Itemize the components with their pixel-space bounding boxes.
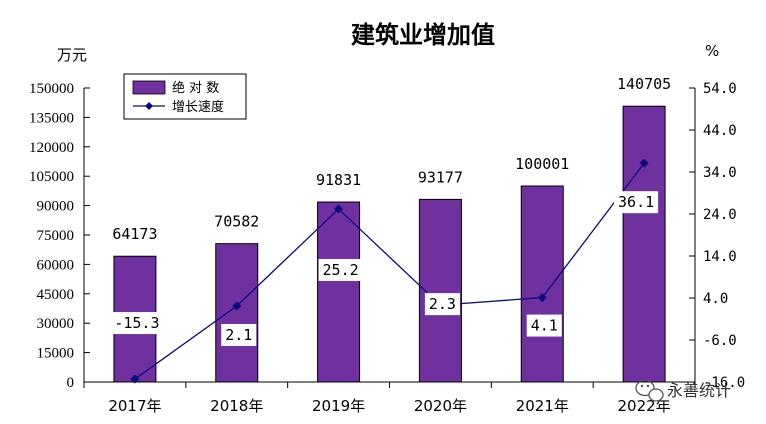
left-tick-label: 75000 <box>37 228 75 244</box>
bar-2020年 <box>418 198 462 383</box>
left-tick-label: 15000 <box>37 346 75 362</box>
right-tick-label: 44.0 <box>703 123 737 139</box>
right-tick-label: 4.0 <box>703 291 728 307</box>
legend-bar-swatch <box>132 80 166 95</box>
left-tick-label: 90000 <box>37 199 75 215</box>
bar-2022年 <box>622 105 666 383</box>
right-tick-label: -16.0 <box>703 375 745 391</box>
growth-label-bg <box>318 258 363 281</box>
left-tick-label: 135000 <box>29 110 74 126</box>
bar-2021年 <box>520 185 564 383</box>
x-tick-label: 2019年 <box>312 397 365 415</box>
right-tick-label: 24.0 <box>703 207 737 223</box>
growth-point-2022年 <box>639 158 649 168</box>
bar-value-label: 64173 <box>112 225 157 243</box>
right-axis-unit: % <box>705 42 719 60</box>
bars <box>113 105 666 383</box>
legend-bar-label: 绝 对 数 <box>172 80 219 96</box>
growth-line-path <box>134 162 645 380</box>
left-tick-label: 30000 <box>37 316 75 332</box>
legend-line-label: 增长速度 <box>172 99 224 115</box>
growth-value-label: 25.2 <box>323 261 359 279</box>
x-tick-label: 2020年 <box>414 397 467 415</box>
x-tick-label: 2021年 <box>516 397 569 415</box>
left-tick-label: 0 <box>67 375 75 391</box>
growth-label-bg <box>424 293 460 316</box>
left-tick-label: 45000 <box>37 287 75 303</box>
x-tick-label: 2022年 <box>617 397 670 415</box>
chart-title: 建筑业增加值 <box>351 21 495 49</box>
growth-value-label: 2.3 <box>429 295 456 313</box>
bar-2018年 <box>215 243 259 383</box>
bar-2019年 <box>317 201 361 383</box>
x-tick-label: 2017年 <box>108 397 161 415</box>
growth-label-bg <box>110 312 164 335</box>
growth-point-2018年 <box>232 301 242 311</box>
bar-value-label: 91831 <box>316 171 361 189</box>
growth-value-label: -15.3 <box>114 314 159 332</box>
axes: 0 15000 30000 45000 60000 75000 90000 105000 120… <box>29 81 745 415</box>
growth-label-bg <box>221 323 257 346</box>
left-tick-label: 120000 <box>29 140 74 156</box>
bar-value-label: 93177 <box>418 168 463 186</box>
growth-point-2017年 <box>130 374 140 384</box>
growth-line <box>130 158 649 384</box>
left-tick-label: 105000 <box>29 169 74 185</box>
right-tick-label: 54.0 <box>703 81 737 97</box>
growth-point-2021年 <box>537 293 547 303</box>
right-tick-label: 34.0 <box>703 165 737 181</box>
bar-value-label: 140705 <box>617 75 671 93</box>
right-tick-label: 14.0 <box>703 249 737 265</box>
growth-label-bg <box>614 191 659 214</box>
growth-value-label: 36.1 <box>618 193 654 211</box>
data-labels: 64173 70582 91831 93177 100001 140705 -15.3 2.1… <box>110 75 671 346</box>
growth-value-label: 4.1 <box>531 317 558 335</box>
left-tick-label: 60000 <box>37 257 75 273</box>
left-tick-label: 150000 <box>29 81 74 97</box>
legend: 绝 对 数 增长速度 <box>123 73 247 120</box>
right-tick-label: -6.0 <box>703 333 737 349</box>
watermark: 永善统计 <box>635 379 731 402</box>
growth-value-label: 2.1 <box>225 326 252 344</box>
left-axis-unit: 万元 <box>57 46 87 64</box>
bar-value-label: 100001 <box>515 155 569 173</box>
legend-line-marker <box>145 102 153 110</box>
bar-value-label: 70582 <box>214 213 259 231</box>
watermark-text: 永善统计 <box>667 381 731 400</box>
wechat-icon <box>635 379 664 402</box>
growth-label-bg <box>526 314 562 337</box>
x-tick-label: 2018年 <box>210 397 263 415</box>
growth-point-2019年 <box>334 204 344 214</box>
